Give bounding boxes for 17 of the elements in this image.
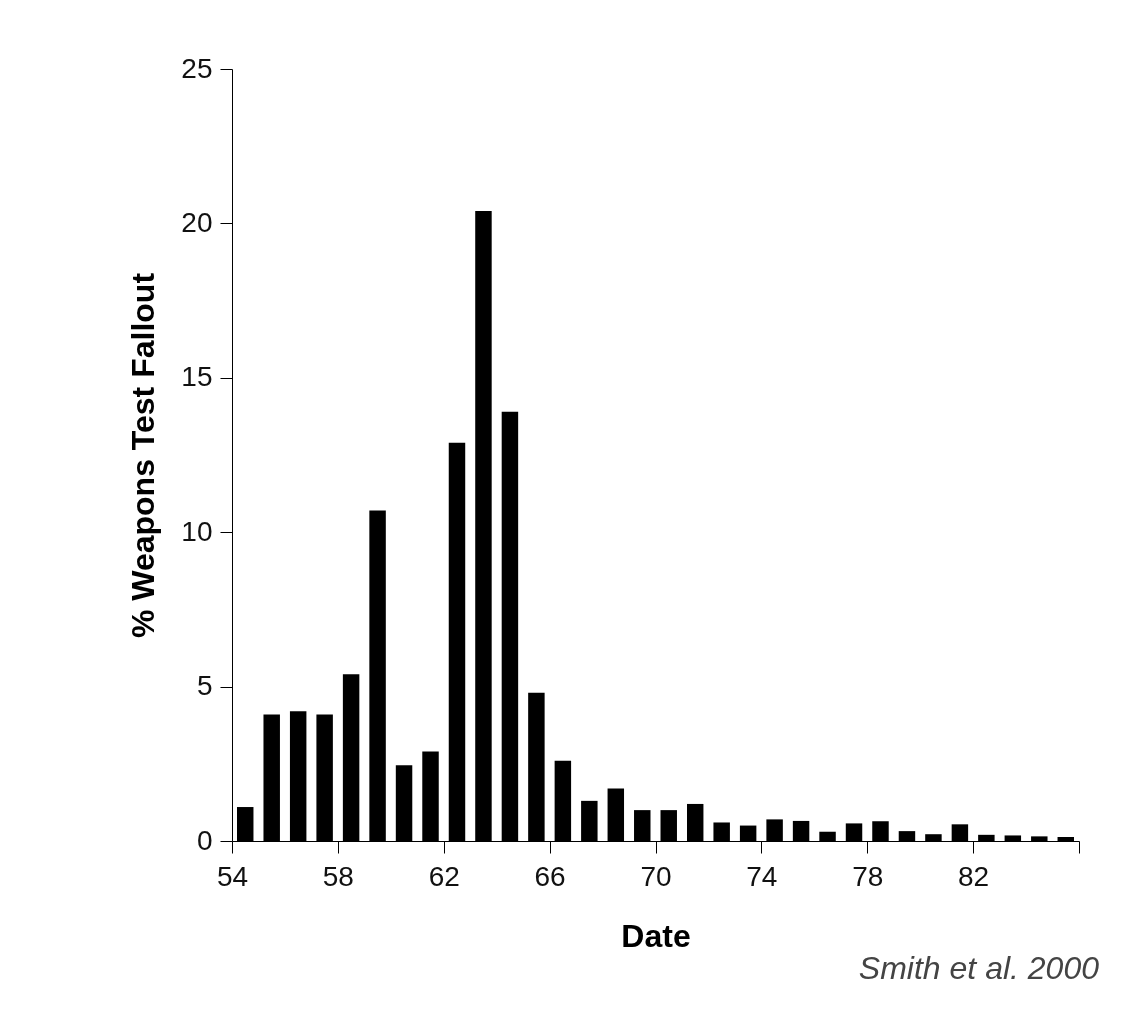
y-tick-label: 5 — [196, 670, 213, 702]
x-tick-label: 54 — [216, 860, 249, 892]
x-tick-label: 82 — [958, 860, 990, 892]
y-tick-label: 20 — [181, 206, 213, 238]
y-axis-title: % Weapons Test Fallout — [125, 272, 162, 639]
y-tick-label: 10 — [181, 515, 213, 547]
x-tick-label: 66 — [534, 860, 566, 892]
x-tick-label: 74 — [746, 860, 778, 892]
x-tick-label: 58 — [322, 860, 354, 892]
x-tick-label: 62 — [428, 860, 460, 892]
y-tick-label: 15 — [181, 361, 213, 393]
y-tick-label: 0 — [196, 824, 213, 856]
y-tick-label: 25 — [181, 52, 213, 84]
x-tick-label: 78 — [852, 860, 884, 892]
x-axis-title: Date — [621, 917, 691, 954]
x-tick-label: 70 — [640, 860, 672, 892]
text: Smith et al. 2000 — [858, 950, 1100, 986]
